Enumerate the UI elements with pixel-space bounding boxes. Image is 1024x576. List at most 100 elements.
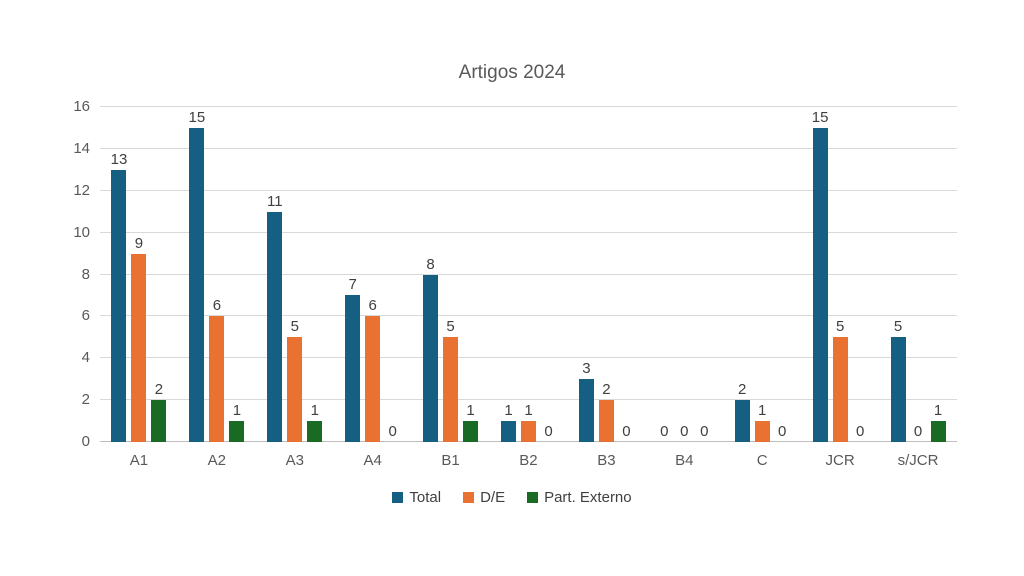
- data-label: 0: [913, 423, 923, 440]
- bar-total: [812, 127, 828, 442]
- data-label: 1: [933, 402, 943, 420]
- category-label: B4: [675, 452, 694, 469]
- bar-slot: 7: [345, 107, 361, 442]
- bar-groups: 13 9 2 15 6 1 11 5 1 7 6 0 8 5 1 1 1 0 3 2 0 0 0 0 2 1 0 15 5 0 5 0 1: [100, 107, 957, 442]
- bar-d-e: [754, 421, 770, 442]
- bar-slot: 0: [775, 107, 790, 442]
- bar-total: [734, 400, 750, 442]
- data-label: 5: [835, 318, 845, 336]
- data-label: 5: [893, 318, 903, 336]
- bar-slot: 0: [541, 107, 556, 442]
- bar-d-e: [209, 316, 225, 442]
- bar-group-b1: 8 5 1: [412, 107, 490, 442]
- data-label: 0: [622, 423, 631, 440]
- bar-slot: 1: [307, 107, 323, 442]
- data-label: 1: [466, 402, 475, 420]
- data-label: 5: [290, 318, 299, 336]
- legend-label: Part. Externo: [544, 489, 632, 506]
- bar-slot: 3: [578, 107, 594, 442]
- gridline: [100, 106, 957, 107]
- gridline: [100, 357, 957, 359]
- gridline: [100, 231, 957, 233]
- data-label: 15: [188, 108, 206, 126]
- bar-total: [423, 274, 439, 442]
- category-label: B3: [597, 452, 616, 469]
- bar-part-externo: [930, 421, 946, 442]
- bar-total: [111, 169, 127, 442]
- bar-d-e: [287, 337, 303, 442]
- data-label: 1: [504, 402, 513, 420]
- legend-swatch-icon: [392, 492, 404, 503]
- bar-slot: 13: [111, 107, 127, 442]
- gridline: [100, 189, 957, 191]
- gridline: [100, 273, 957, 275]
- bar-slot: 9: [131, 107, 147, 442]
- data-label: 7: [348, 276, 357, 294]
- gridline: [100, 399, 957, 401]
- bar-total: [500, 421, 516, 442]
- legend-item-d-e: D/E: [463, 489, 505, 506]
- bar-slot: 1: [930, 107, 946, 442]
- data-label: 15: [811, 108, 829, 126]
- bar-group-a2: 15 6 1: [178, 107, 256, 442]
- data-label: 1: [758, 402, 767, 420]
- y-axis-tick-label: 10: [73, 223, 90, 241]
- bar-total: [189, 127, 205, 442]
- category-label: A3: [285, 452, 304, 469]
- data-label: 0: [388, 423, 397, 440]
- legend-swatch-icon: [527, 492, 539, 503]
- data-label: 2: [154, 381, 164, 399]
- data-label: 3: [582, 360, 591, 378]
- chart-title: Artigos 2024: [458, 62, 566, 83]
- data-label: 1: [524, 402, 533, 420]
- y-axis-tick-label: 14: [73, 139, 90, 157]
- legend-label: Total: [409, 489, 442, 506]
- bar-d-e: [365, 316, 381, 442]
- data-label: 1: [310, 402, 319, 420]
- category-label: B1: [441, 452, 460, 469]
- data-label: 0: [855, 423, 865, 440]
- bar-total: [578, 379, 594, 442]
- bar-slot: 5: [443, 107, 459, 442]
- data-label: 5: [446, 318, 455, 336]
- bar-group-a1: 13 9 2: [100, 107, 178, 442]
- bar-slot: 0: [677, 107, 692, 442]
- bar-group-jcr: 15 5 0: [801, 107, 879, 442]
- legend: Total D/E Part. Externo: [0, 489, 1024, 506]
- data-label: 0: [778, 423, 787, 440]
- data-label: 6: [212, 297, 222, 315]
- data-label: 2: [602, 381, 611, 399]
- y-axis-tick-label: 2: [81, 391, 90, 409]
- bar-slot: 0: [619, 107, 634, 442]
- category-label: A4: [363, 452, 382, 469]
- bar-slot: 5: [832, 107, 848, 442]
- bar-total: [267, 211, 283, 442]
- bar-slot: 0: [911, 107, 926, 442]
- bar-slot: 6: [365, 107, 381, 442]
- data-label: 0: [700, 423, 709, 440]
- bar-slot: 1: [754, 107, 770, 442]
- legend-item-total: Total: [392, 489, 441, 506]
- y-axis-tick-label: 6: [81, 307, 90, 325]
- category-label: C: [756, 452, 768, 469]
- bar-total: [345, 295, 361, 442]
- bar-slot: 1: [520, 107, 536, 442]
- bar-slot: 0: [697, 107, 712, 442]
- bar-slot: 2: [598, 107, 614, 442]
- bar-d-e: [832, 337, 848, 442]
- data-label: 0: [660, 423, 669, 440]
- bar-slot: 1: [229, 107, 245, 442]
- x-axis-category-labels: A1 A2 A3 A4 B1 B2 B3 B4 C JCR s/JCR: [100, 452, 957, 469]
- y-axis-tick-label: 16: [73, 98, 90, 115]
- bar-d-e: [520, 421, 536, 442]
- y-axis-tick-label: 4: [81, 349, 90, 367]
- category-label: B2: [519, 452, 538, 469]
- y-axis-tick-label: 8: [81, 265, 90, 283]
- bar-d-e: [131, 253, 147, 442]
- bar-slot: 0: [657, 107, 672, 442]
- data-label: 2: [738, 381, 747, 399]
